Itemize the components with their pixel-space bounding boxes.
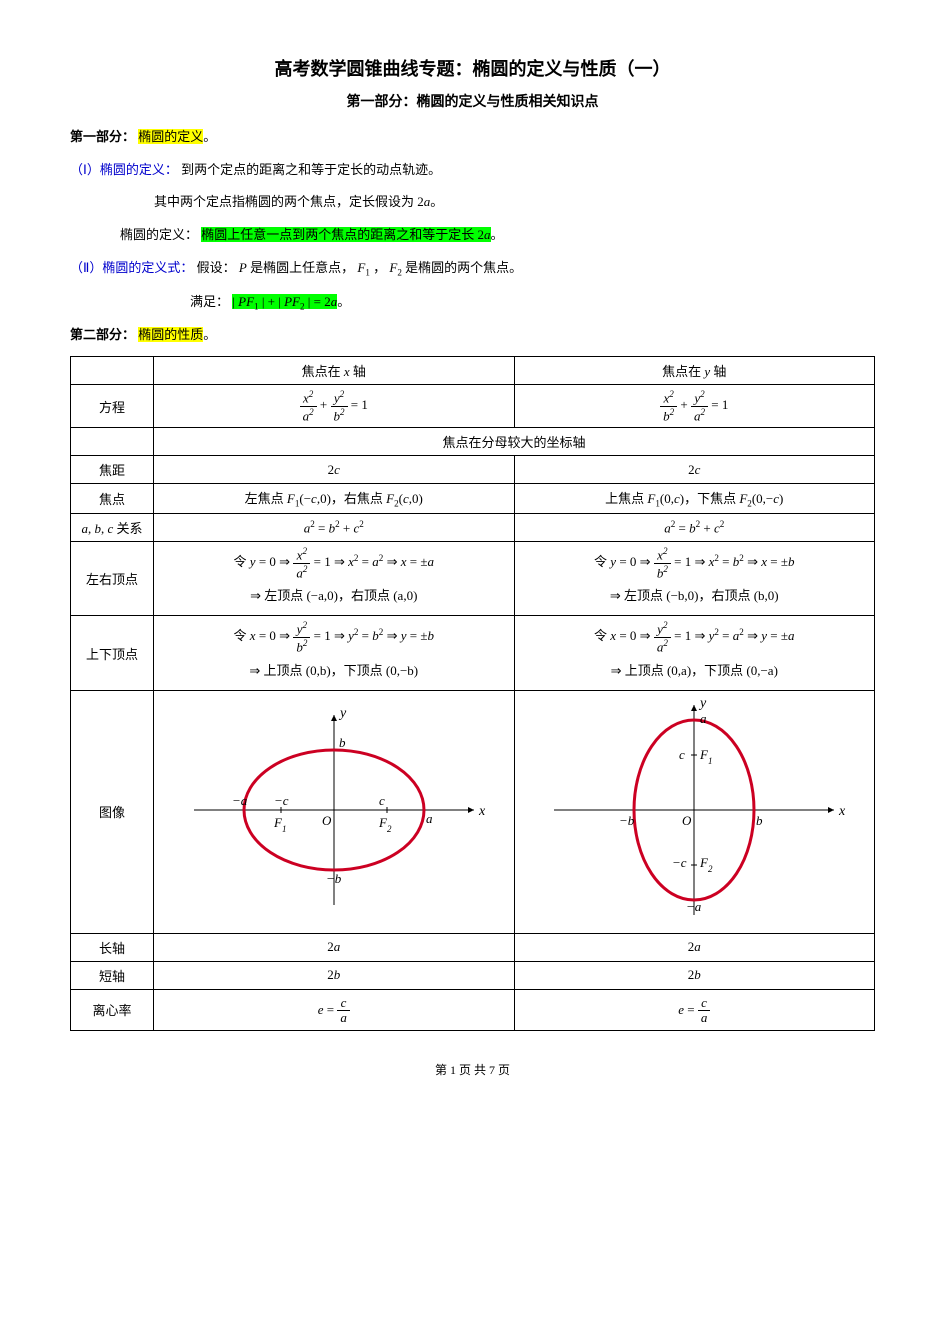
part2-header: 第二部分： 椭圆的性质。	[70, 323, 875, 348]
row-duan-head: 短轴	[71, 961, 154, 989]
svg-text:−a: −a	[232, 793, 248, 808]
row-note: 焦点在分母较大的坐标轴	[154, 428, 875, 456]
svg-text:x: x	[478, 804, 486, 819]
svg-text:F1: F1	[699, 747, 712, 766]
chang-x: 2a	[154, 933, 515, 961]
def1-label: （Ⅰ）椭圆的定义：	[70, 162, 178, 177]
svg-text:b: b	[756, 813, 763, 828]
abc-y: a2 = b2 + c2	[514, 514, 875, 542]
def2-line1: （Ⅱ）椭圆的定义式： 假设： P 是椭圆上任意点， F1 ， F2 是椭圆的两个…	[70, 256, 875, 282]
svg-text:O: O	[682, 813, 692, 828]
ellipse-x-svg: x y b −b −a a −c c F1 F2 O	[174, 705, 494, 915]
var-F1: F1	[357, 260, 370, 275]
part1-label: 第一部分：	[70, 129, 135, 144]
img-y: x y a −a −b b c F1 −c F2 O	[514, 690, 875, 933]
part2-label: 第二部分：	[70, 327, 135, 342]
svg-text:F2: F2	[378, 815, 392, 834]
row-img-head: 图像	[71, 690, 154, 933]
lr-x: 令 y = 0 ⇒ x2a2 = 1 ⇒ x2 = a2 ⇒ x = ±a ⇒ …	[154, 542, 515, 616]
duan-x: 2b	[154, 961, 515, 989]
svg-text:−c: −c	[672, 855, 687, 870]
def2-label: （Ⅱ）椭圆的定义式：	[70, 260, 193, 275]
eq-x: x2a2 + y2b2 = 1	[154, 385, 515, 428]
def1-green: 椭圆上任意一点到两个焦点的距离之和等于定长 2a	[201, 227, 490, 242]
lr-y: 令 y = 0 ⇒ x2b2 = 1 ⇒ x2 = b2 ⇒ x = ±b ⇒ …	[514, 542, 875, 616]
svg-text:x: x	[838, 804, 846, 819]
svg-text:y: y	[698, 696, 707, 711]
cell-empty	[71, 357, 154, 385]
svg-text:c: c	[379, 793, 385, 808]
svg-text:−a: −a	[686, 899, 702, 914]
ellipse-y-svg: x y a −a −b b c F1 −c F2 O	[534, 695, 854, 925]
def2-line2: 满足： | PF1 | + | PF2 | = 2a。	[70, 290, 875, 316]
row-abc-head: a, b, c 关系	[71, 514, 154, 542]
svg-text:−b: −b	[326, 871, 342, 886]
page-title: 高考数学圆锥曲线专题：椭圆的定义与性质（一）	[70, 55, 875, 81]
part2-highlight: 椭圆的性质	[138, 327, 203, 342]
eq-y: x2b2 + y2a2 = 1	[514, 385, 875, 428]
svg-text:−b: −b	[619, 813, 635, 828]
def1-line1: （Ⅰ）椭圆的定义： 到两个定点的距离之和等于定长的动点轨迹。	[70, 158, 875, 183]
row-chang-head: 长轴	[71, 933, 154, 961]
jiaoju-y: 2c	[514, 456, 875, 484]
row-e-head: 离心率	[71, 989, 154, 1030]
svg-text:c: c	[679, 747, 685, 762]
svg-text:b: b	[339, 735, 346, 750]
row-eq-head: 方程	[71, 385, 154, 428]
two-a: 2a	[417, 194, 430, 209]
svg-text:a: a	[426, 811, 433, 826]
part1-highlight: 椭圆的定义	[138, 129, 203, 144]
part1-header: 第一部分： 椭圆的定义。	[70, 125, 875, 150]
jiaodian-y: 上焦点 F1(0,c)，下焦点 F2(0,−c)	[514, 484, 875, 514]
var-P: P	[239, 260, 247, 275]
def2-formula: | PF1 | + | PF2 | = 2a	[232, 294, 337, 309]
svg-text:F2: F2	[699, 855, 713, 874]
e-x: e = ca	[154, 989, 515, 1030]
ud-x: 令 x = 0 ⇒ y2b2 = 1 ⇒ y2 = b2 ⇒ y = ±b ⇒ …	[154, 616, 515, 690]
row-jiaoju-head: 焦距	[71, 456, 154, 484]
page-subtitle: 第一部分：椭圆的定义与性质相关知识点	[70, 91, 875, 111]
jiaoju-x: 2c	[154, 456, 515, 484]
abc-x: a2 = b2 + c2	[154, 514, 515, 542]
col-y-header: 焦点在 y 轴	[514, 357, 875, 385]
jiaodian-x: 左焦点 F1(−c,0)，右焦点 F2(c,0)	[154, 484, 515, 514]
svg-text:−c: −c	[274, 793, 289, 808]
svg-text:O: O	[322, 813, 332, 828]
page-footer: 第 1 页 共 7 页	[70, 1061, 875, 1078]
def1-green-label: 椭圆的定义：	[120, 227, 198, 242]
chang-y: 2a	[514, 933, 875, 961]
col-x-header: 焦点在 x 轴	[154, 357, 515, 385]
var-F2: F2	[389, 260, 402, 275]
e-y: e = ca	[514, 989, 875, 1030]
ud-y: 令 x = 0 ⇒ y2a2 = 1 ⇒ y2 = a2 ⇒ y = ±a ⇒ …	[514, 616, 875, 690]
svg-text:y: y	[338, 706, 347, 721]
row-note-empty	[71, 428, 154, 456]
def1-line2: 其中两个定点指椭圆的两个焦点，定长假设为 2a。	[70, 190, 875, 215]
duan-y: 2b	[514, 961, 875, 989]
img-x: x y b −b −a a −c c F1 F2 O	[154, 690, 515, 933]
svg-text:F1: F1	[273, 815, 286, 834]
def1-green-row: 椭圆的定义： 椭圆上任意一点到两个焦点的距离之和等于定长 2a。	[70, 223, 875, 248]
row-ud-head: 上下顶点	[71, 616, 154, 690]
row-lr-head: 左右顶点	[71, 542, 154, 616]
properties-table: 焦点在 x 轴 焦点在 y 轴 方程 x2a2 + y2b2 = 1 x2b2 …	[70, 356, 875, 1031]
row-jiaodian-head: 焦点	[71, 484, 154, 514]
svg-text:a: a	[700, 711, 707, 726]
def1-text: 到两个定点的距离之和等于定长的动点轨迹。	[181, 162, 441, 177]
